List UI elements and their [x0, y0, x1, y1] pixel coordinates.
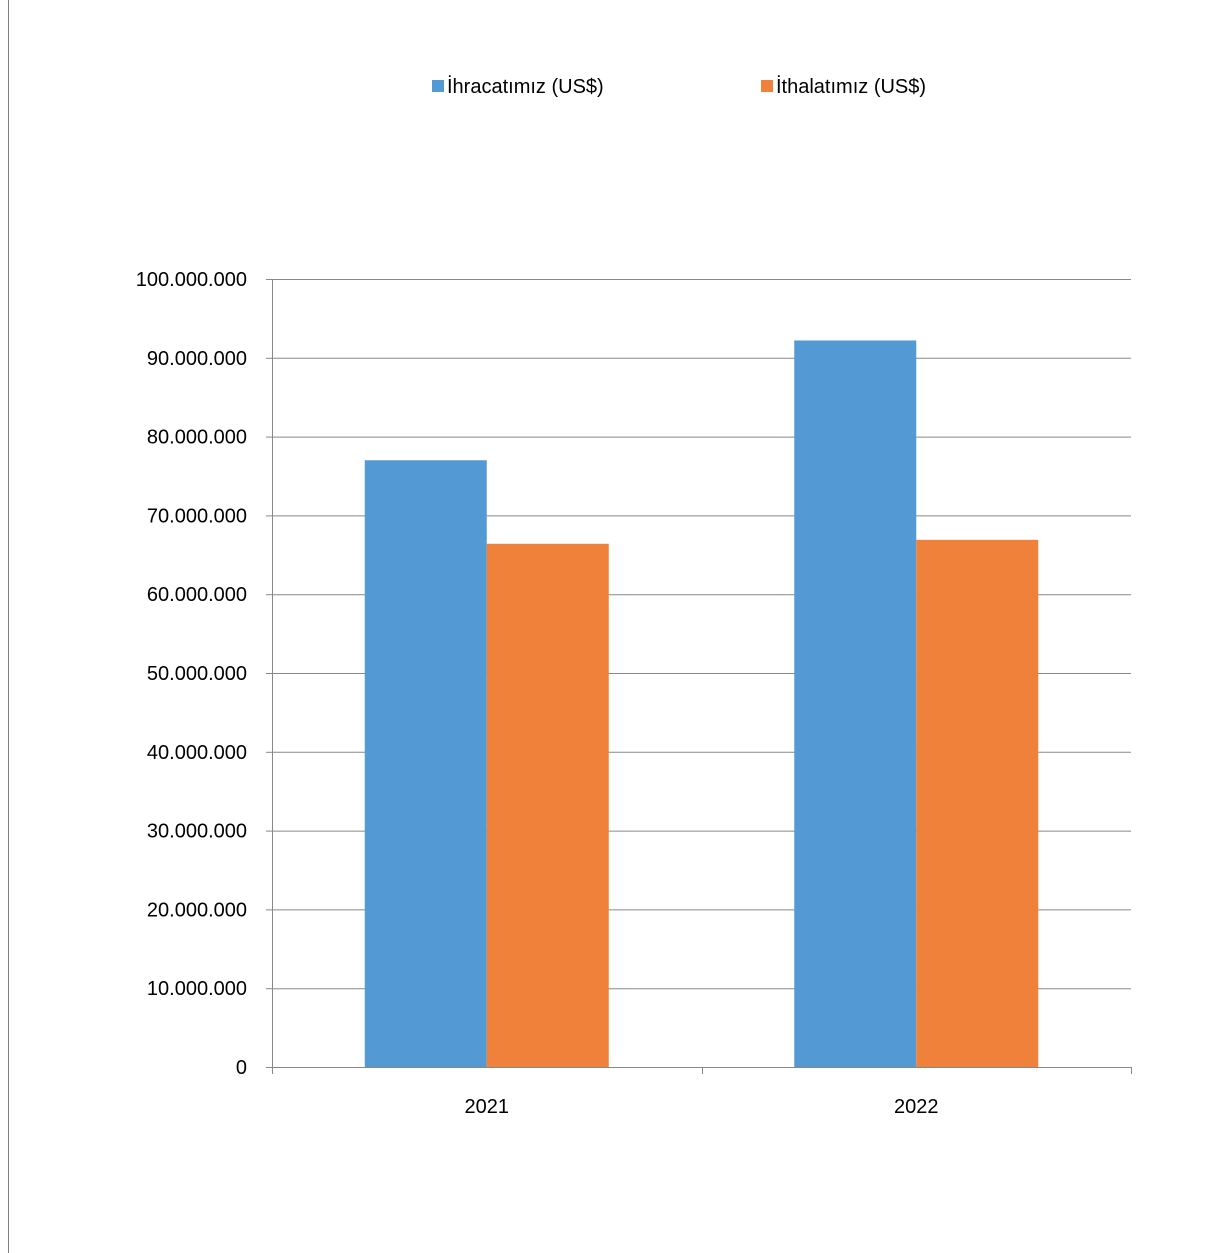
x-tick-labels: 2021 2022 [465, 1096, 939, 1118]
x-tick-label: 2021 [465, 1096, 510, 1118]
bar-2021-series-1 [364, 460, 487, 1067]
y-tick-label: 90.000.000 [147, 348, 247, 370]
y-tick-label: 50.000.000 [147, 663, 247, 685]
x-tick-label: 2022 [894, 1096, 939, 1118]
y-tick-label: 40.000.000 [147, 742, 247, 764]
y-tick-label: 30.000.000 [147, 821, 247, 843]
legend: İhracatımız (US$) İthalatımız (US$) [432, 75, 926, 98]
y-tick-label: 60.000.000 [147, 584, 247, 606]
legend-label: İthalatımız (US$) [776, 75, 926, 98]
y-tick-labels: 0 10.000.000 20.000.000 30.000.000 40.000.00… [136, 269, 247, 1079]
bar-2022-series-1 [794, 340, 917, 1067]
legend-label: İhracatımız (US$) [447, 75, 604, 98]
y-tick-label: 0 [236, 1057, 247, 1079]
y-tick-label: 70.000.000 [147, 505, 247, 527]
y-tick-label: 100.000.000 [136, 269, 247, 291]
y-tick-label: 80.000.000 [147, 427, 247, 449]
legend-swatch [432, 80, 444, 92]
y-tick-label: 10.000.000 [147, 978, 247, 1000]
bars [364, 340, 1039, 1067]
bar-2021-series-2 [486, 543, 609, 1067]
legend-swatch [761, 80, 773, 92]
bar-2022-series-2 [916, 539, 1039, 1067]
y-tick-label: 20.000.000 [147, 899, 247, 921]
axes [266, 279, 1132, 1074]
